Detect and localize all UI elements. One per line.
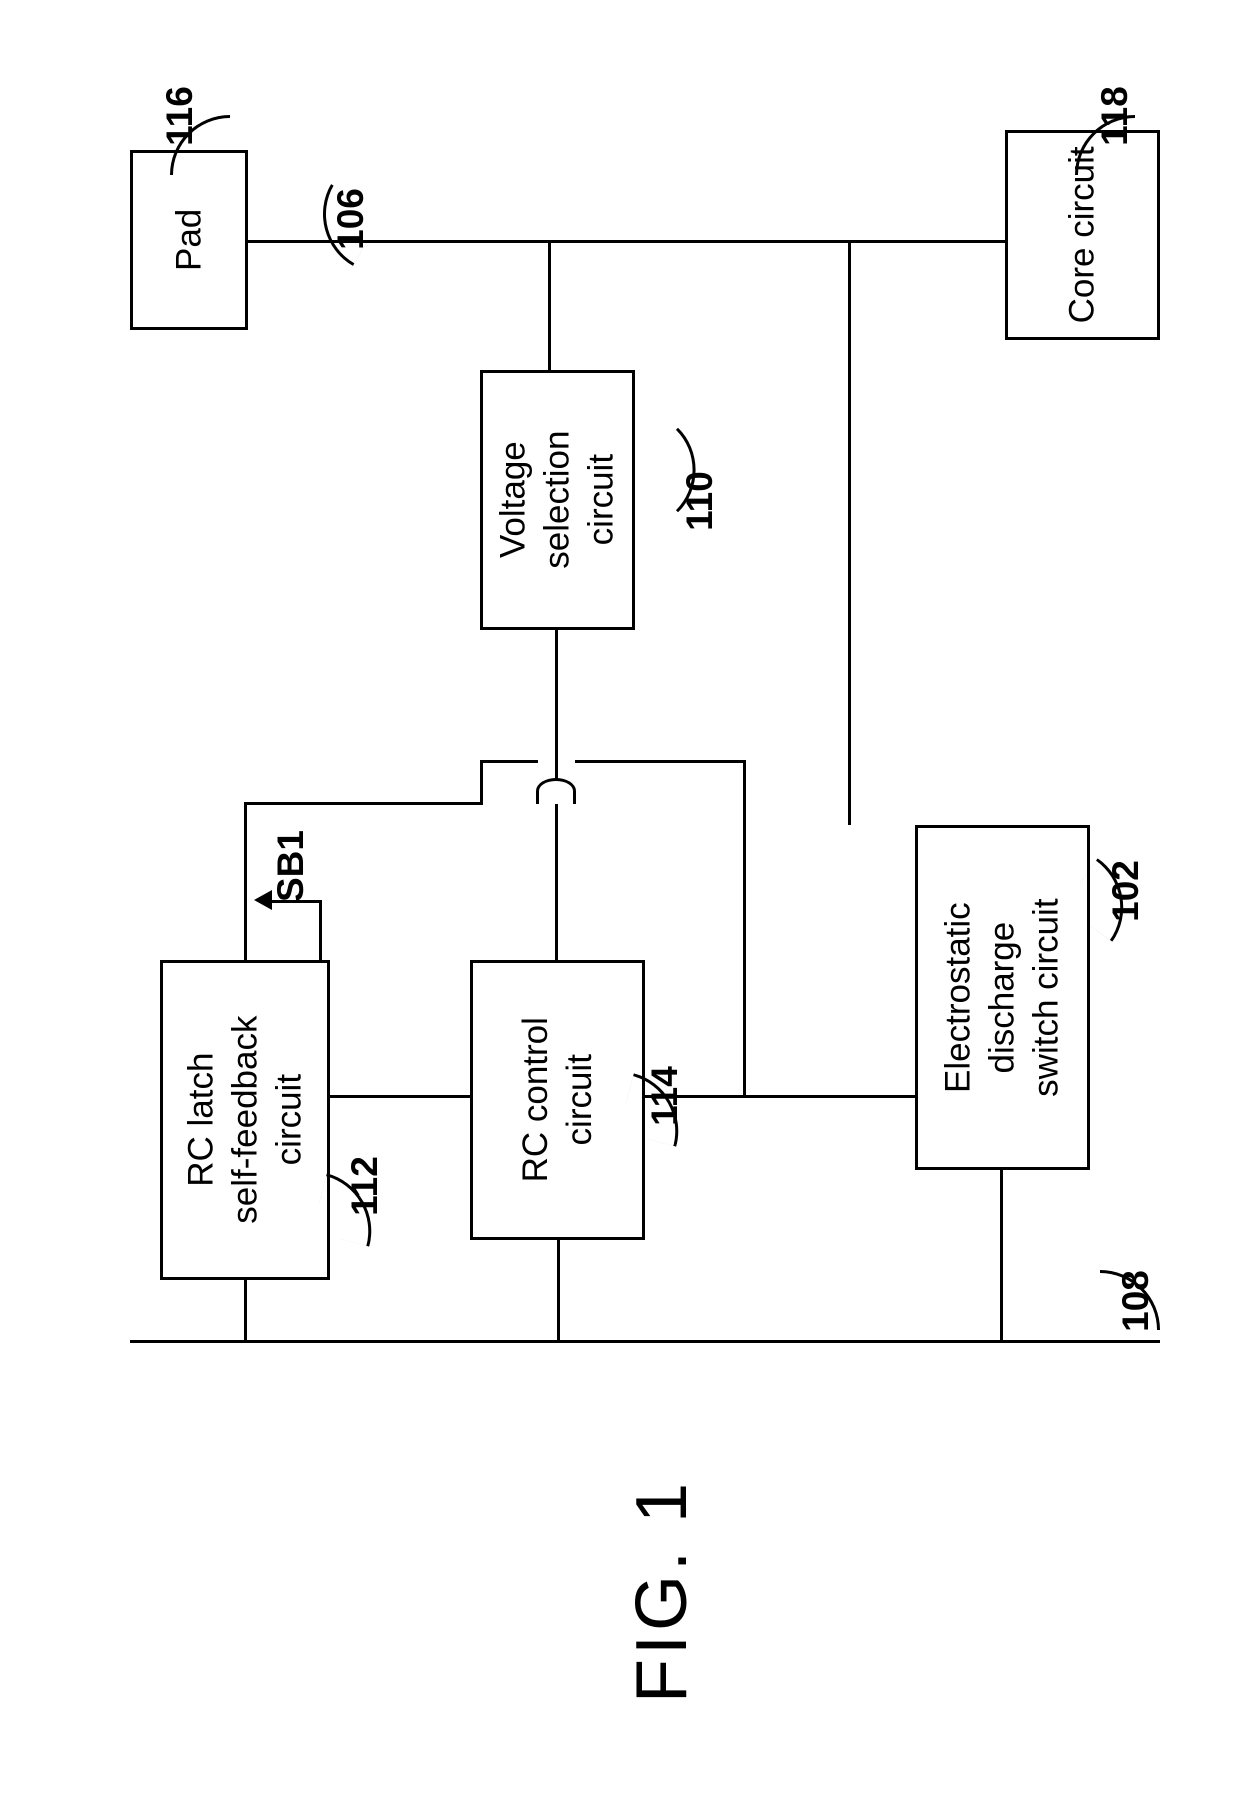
block-rlsf-text: RC latch self-feedback circuit [179, 1016, 310, 1224]
figure-caption: FIG. 1 [621, 1479, 703, 1703]
wire-rcc_out_link_h [480, 760, 538, 763]
wire-rlsf_in_from_rcc_h [330, 1095, 470, 1098]
wire-vs_drop [548, 240, 551, 370]
wire-rcc_out_v_up [743, 760, 746, 1098]
wire-bot_rail [130, 1340, 1160, 1343]
block-pad: Pad [130, 150, 248, 330]
wire-rcc_out_link_h2 [575, 760, 746, 763]
block-vs-text: Voltage selection circuit [492, 431, 623, 569]
wire-vs_to_rlsf_v1 [480, 760, 483, 805]
block-rlsf: RC latch self-feedback circuit [160, 960, 330, 1280]
wire-esd_top_drop [848, 240, 851, 825]
wire-sb_arrow_v [319, 900, 322, 960]
block-pad-text: Pad [167, 209, 211, 271]
wire-vs_to_rlsf_v2 [244, 802, 247, 960]
block-vs: Voltage selection circuit [480, 370, 635, 630]
block-rcc-text: RC control circuit [514, 1017, 602, 1182]
wire-vs_to_rlsf_h1 [244, 802, 483, 805]
wire-jump-arc [536, 778, 576, 804]
leader-curve [1075, 115, 1135, 175]
ref-label-sb1: SB1 [270, 830, 312, 902]
sb1-arrow-icon [254, 890, 272, 910]
block-rcc: RC control circuit [470, 960, 645, 1240]
wire-rlsf_bot_v [244, 1280, 247, 1340]
block-esd: Electrostatic discharge switch circuit [915, 825, 1090, 1170]
wire-rcc_out_h [645, 1095, 920, 1098]
wire-esd_to_bot [1000, 1170, 1003, 1340]
wire-rcc_bot_v [557, 1240, 560, 1340]
block-esd-text: Electrostatic discharge switch circuit [937, 898, 1068, 1096]
